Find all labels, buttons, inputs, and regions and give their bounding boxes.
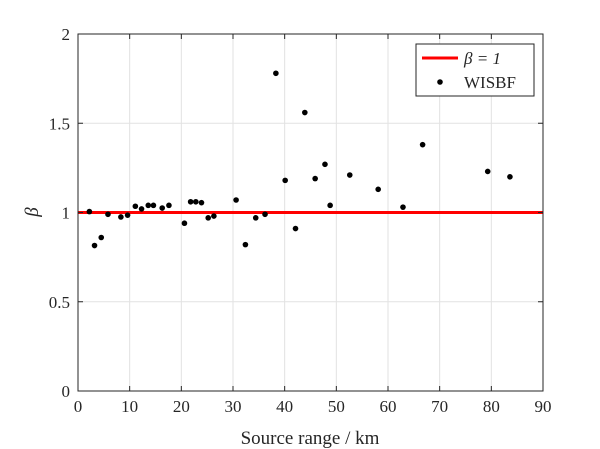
y-axis-title: β [22,207,43,218]
data-point [327,202,333,209]
legend: β = 1 WISBF [415,43,535,97]
data-point [159,205,166,211]
legend-label-series: WISBF [464,73,516,92]
x-tick-label: 20 [173,397,190,416]
x-tick-label: 90 [535,397,552,416]
y-tick-label: 0 [62,382,71,401]
x-tick-label: 30 [225,397,242,416]
x-tick-label: 40 [276,397,293,416]
data-point [91,242,98,249]
data-points [86,70,513,249]
data-point [205,215,211,221]
data-point [132,203,139,210]
y-tick-label: 1.5 [49,114,70,133]
legend-label-reference: β = 1 [463,49,501,68]
data-point [86,208,93,215]
x-tick-label: 0 [74,397,83,416]
data-point [400,204,406,210]
y-tick-label: 2 [62,25,71,44]
x-axis-ticks: 0 10 20 30 40 50 60 70 80 90 [74,34,552,416]
data-point [419,141,426,148]
data-point [105,211,111,218]
data-point [375,186,381,193]
y-axis-ticks: 0 0.5 1 1.5 2 [49,25,543,401]
data-point [145,202,152,209]
data-point [312,175,318,182]
data-point [98,234,105,241]
data-point [252,215,259,221]
legend-marker-swatch [437,79,443,85]
x-tick-label: 60 [380,397,397,416]
x-tick-label: 80 [483,397,500,416]
y-tick-label: 1 [62,204,71,223]
data-point [322,161,328,168]
data-point [484,168,491,175]
data-point [282,177,288,184]
data-point [124,212,131,218]
data-point [507,174,513,180]
data-point [166,202,172,209]
data-point [118,214,124,220]
data-point [346,172,353,178]
data-point [150,202,157,209]
data-point [302,109,308,116]
data-point [138,206,145,212]
x-tick-label: 50 [328,397,345,416]
legend-box [415,43,535,97]
data-point [273,70,279,77]
data-point [181,220,188,227]
data-point [242,241,249,248]
data-point [187,198,194,205]
data-point [292,225,299,232]
x-tick-label: 70 [431,397,448,416]
data-point [262,211,268,218]
data-point [198,199,205,206]
data-point [211,213,217,219]
y-tick-label: 0.5 [49,293,70,312]
data-point [193,198,199,205]
x-axis-title: Source range / km [241,428,380,449]
x-tick-label: 10 [121,397,138,416]
data-point [233,197,239,203]
